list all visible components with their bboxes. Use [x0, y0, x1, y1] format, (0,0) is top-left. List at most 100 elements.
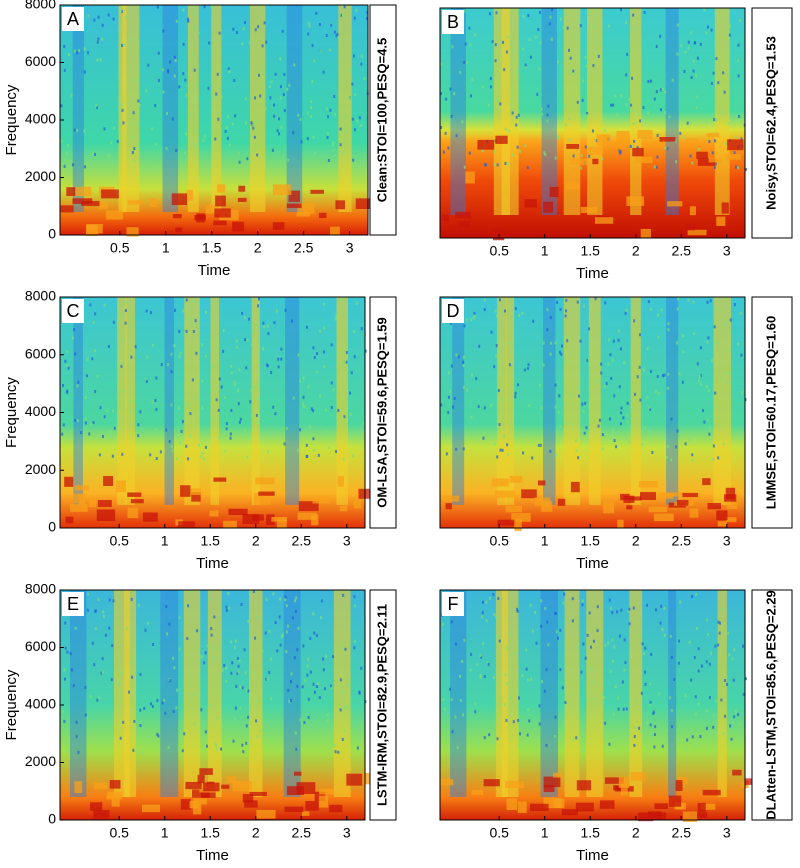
x-tick-label: 2.5 [292, 533, 312, 549]
noise-speck [706, 25, 709, 29]
noise-speck [345, 350, 348, 354]
noise-speck [483, 736, 486, 740]
noise-speck [572, 69, 575, 73]
panel-label: D [447, 301, 460, 321]
noise-speck [667, 386, 670, 390]
noise-speck [534, 611, 537, 615]
noise-speck [332, 143, 335, 147]
noise-speck [312, 346, 315, 350]
noise-speck [133, 147, 136, 151]
noise-speck [130, 324, 133, 328]
energy-blob [253, 492, 271, 505]
noise-speck [92, 152, 95, 156]
noise-speck [676, 307, 679, 311]
noise-speck [648, 430, 651, 434]
noise-speck [302, 395, 305, 399]
noise-speck [647, 80, 650, 84]
noise-speck [596, 51, 599, 55]
x-tick-label: 0.5 [489, 825, 509, 841]
noise-speck [189, 434, 192, 438]
noise-speck [222, 349, 225, 353]
noise-speck [245, 741, 248, 745]
noise-speck [322, 302, 325, 306]
energy-blob [330, 226, 340, 235]
noise-speck [517, 719, 520, 723]
noise-speck [359, 124, 362, 128]
noise-speck [205, 354, 208, 358]
speech-streak [540, 590, 558, 797]
noise-speck [459, 675, 462, 679]
noise-speck [497, 596, 500, 600]
noise-speck [522, 451, 525, 455]
noise-speck [633, 726, 636, 730]
noise-speck [683, 70, 686, 74]
noise-speck [682, 350, 685, 354]
noise-speck [160, 363, 163, 367]
noise-speck [504, 673, 507, 677]
noise-speck [544, 153, 547, 157]
x-tick-label: 1.5 [202, 240, 222, 256]
noise-speck [87, 51, 90, 55]
noise-speck [94, 312, 97, 316]
noise-speck [106, 154, 109, 158]
noise-speck [362, 421, 365, 425]
noise-speck [450, 698, 453, 702]
noise-speck [549, 449, 552, 453]
noise-speck [646, 395, 649, 399]
noise-speck [311, 80, 314, 84]
noise-speck [568, 138, 571, 142]
y-tick-label: 8000 [25, 581, 56, 597]
noise-speck [706, 340, 709, 344]
noise-speck [481, 642, 484, 646]
noise-speck [182, 8, 185, 12]
noise-speck [325, 408, 328, 412]
noise-speck [129, 661, 132, 665]
noise-speck [507, 129, 510, 133]
noise-speck [539, 41, 542, 45]
noise-speck [87, 14, 90, 18]
energy-blob [358, 488, 375, 499]
noise-speck [325, 654, 328, 658]
noise-speck [137, 99, 140, 103]
speech-streak [587, 8, 603, 215]
noise-speck [99, 406, 102, 410]
noise-speck [196, 97, 199, 101]
noise-speck [693, 744, 696, 748]
noise-speck [505, 50, 508, 54]
noise-speck [344, 647, 347, 651]
noise-speck [182, 42, 185, 46]
noise-speck [695, 74, 698, 78]
noise-speck [145, 309, 148, 313]
noise-speck [675, 445, 678, 449]
noise-speck [561, 686, 564, 690]
noise-speck [543, 151, 546, 155]
noise-speck [739, 722, 742, 726]
noise-speck [582, 304, 585, 308]
noise-speck [613, 645, 616, 649]
noise-speck [468, 151, 471, 155]
energy-blob [69, 504, 88, 512]
noise-speck [546, 328, 549, 332]
noise-speck [258, 729, 261, 733]
noise-speck [581, 603, 584, 607]
noise-speck [193, 68, 196, 72]
noise-speck [655, 90, 658, 94]
noise-speck [663, 373, 666, 377]
noise-speck [616, 610, 619, 614]
noise-speck [276, 129, 279, 133]
speech-streak [72, 5, 85, 212]
noise-speck [232, 739, 235, 743]
noise-speck [255, 719, 258, 723]
noise-speck [638, 726, 641, 730]
noise-speck [329, 48, 332, 52]
x-tick-label: 1 [161, 825, 169, 841]
noise-speck [178, 647, 181, 651]
noise-speck [646, 603, 649, 607]
noise-speck [687, 298, 690, 302]
x-tick-label: 0.5 [110, 240, 130, 256]
noise-speck [524, 65, 527, 69]
noise-speck [223, 663, 226, 667]
noise-speck [337, 750, 340, 754]
noise-speck [102, 434, 105, 438]
noise-speck [277, 365, 280, 369]
